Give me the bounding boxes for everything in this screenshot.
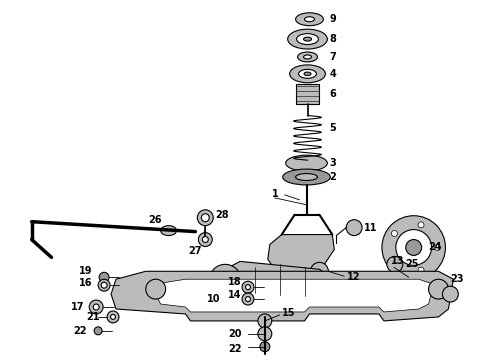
Text: 15: 15 [282,308,295,318]
Text: 17: 17 [72,302,85,312]
Text: 25: 25 [405,259,418,269]
Text: 20: 20 [228,329,242,339]
Circle shape [382,216,445,279]
Ellipse shape [290,65,325,83]
Circle shape [217,272,233,288]
Ellipse shape [304,72,311,76]
Text: 27: 27 [189,247,202,256]
Text: 12: 12 [347,272,361,282]
Circle shape [101,282,107,288]
Circle shape [442,286,458,302]
Text: 21: 21 [86,312,100,322]
Circle shape [392,230,397,237]
Circle shape [197,210,213,226]
Circle shape [245,285,250,290]
Ellipse shape [288,29,327,49]
Ellipse shape [305,17,315,22]
Circle shape [98,279,110,291]
Circle shape [146,279,166,299]
Ellipse shape [303,55,312,59]
Circle shape [94,327,102,335]
Circle shape [418,267,424,273]
Ellipse shape [297,52,318,62]
Polygon shape [111,271,453,321]
Text: 19: 19 [79,266,93,276]
Text: 23: 23 [450,274,464,284]
Circle shape [392,258,397,265]
Circle shape [435,244,441,251]
Text: 5: 5 [329,123,336,134]
Text: 14: 14 [228,290,242,300]
Text: 8: 8 [329,34,336,44]
Circle shape [258,314,272,328]
Text: 24: 24 [429,243,442,252]
Polygon shape [268,235,334,274]
Text: 1: 1 [272,189,278,199]
Text: 22: 22 [228,344,242,354]
Text: 16: 16 [79,278,93,288]
Text: 11: 11 [364,222,378,233]
Text: 13: 13 [391,256,404,266]
Ellipse shape [283,169,330,185]
Ellipse shape [295,13,323,26]
Circle shape [245,297,250,302]
Circle shape [242,293,254,305]
Ellipse shape [303,37,312,41]
Circle shape [111,314,116,319]
Polygon shape [220,261,334,299]
Text: 3: 3 [329,158,336,168]
Circle shape [99,272,109,282]
Circle shape [418,222,424,228]
Ellipse shape [286,155,327,171]
Text: 22: 22 [74,326,87,336]
Circle shape [258,327,272,341]
Circle shape [201,214,209,222]
Text: 28: 28 [215,210,229,220]
Text: 2: 2 [329,172,336,182]
Ellipse shape [298,69,317,78]
Circle shape [396,230,432,265]
Bar [295,84,319,104]
Text: 18: 18 [228,277,242,287]
Circle shape [429,279,448,299]
Text: 4: 4 [329,69,336,79]
Ellipse shape [295,174,318,180]
Text: 9: 9 [329,14,336,24]
Ellipse shape [161,226,176,235]
Circle shape [107,311,119,323]
Circle shape [198,233,212,247]
Circle shape [260,342,270,352]
Circle shape [346,220,362,235]
Circle shape [89,300,103,314]
Text: 26: 26 [149,215,162,225]
Circle shape [202,237,208,243]
Circle shape [209,264,241,296]
Circle shape [93,304,99,310]
Text: 10: 10 [207,294,221,304]
Circle shape [406,239,421,255]
Ellipse shape [296,33,318,45]
Text: 6: 6 [329,89,336,99]
Circle shape [387,256,403,272]
Circle shape [311,262,328,280]
Circle shape [242,281,254,293]
Polygon shape [156,279,434,312]
Text: 7: 7 [329,52,336,62]
